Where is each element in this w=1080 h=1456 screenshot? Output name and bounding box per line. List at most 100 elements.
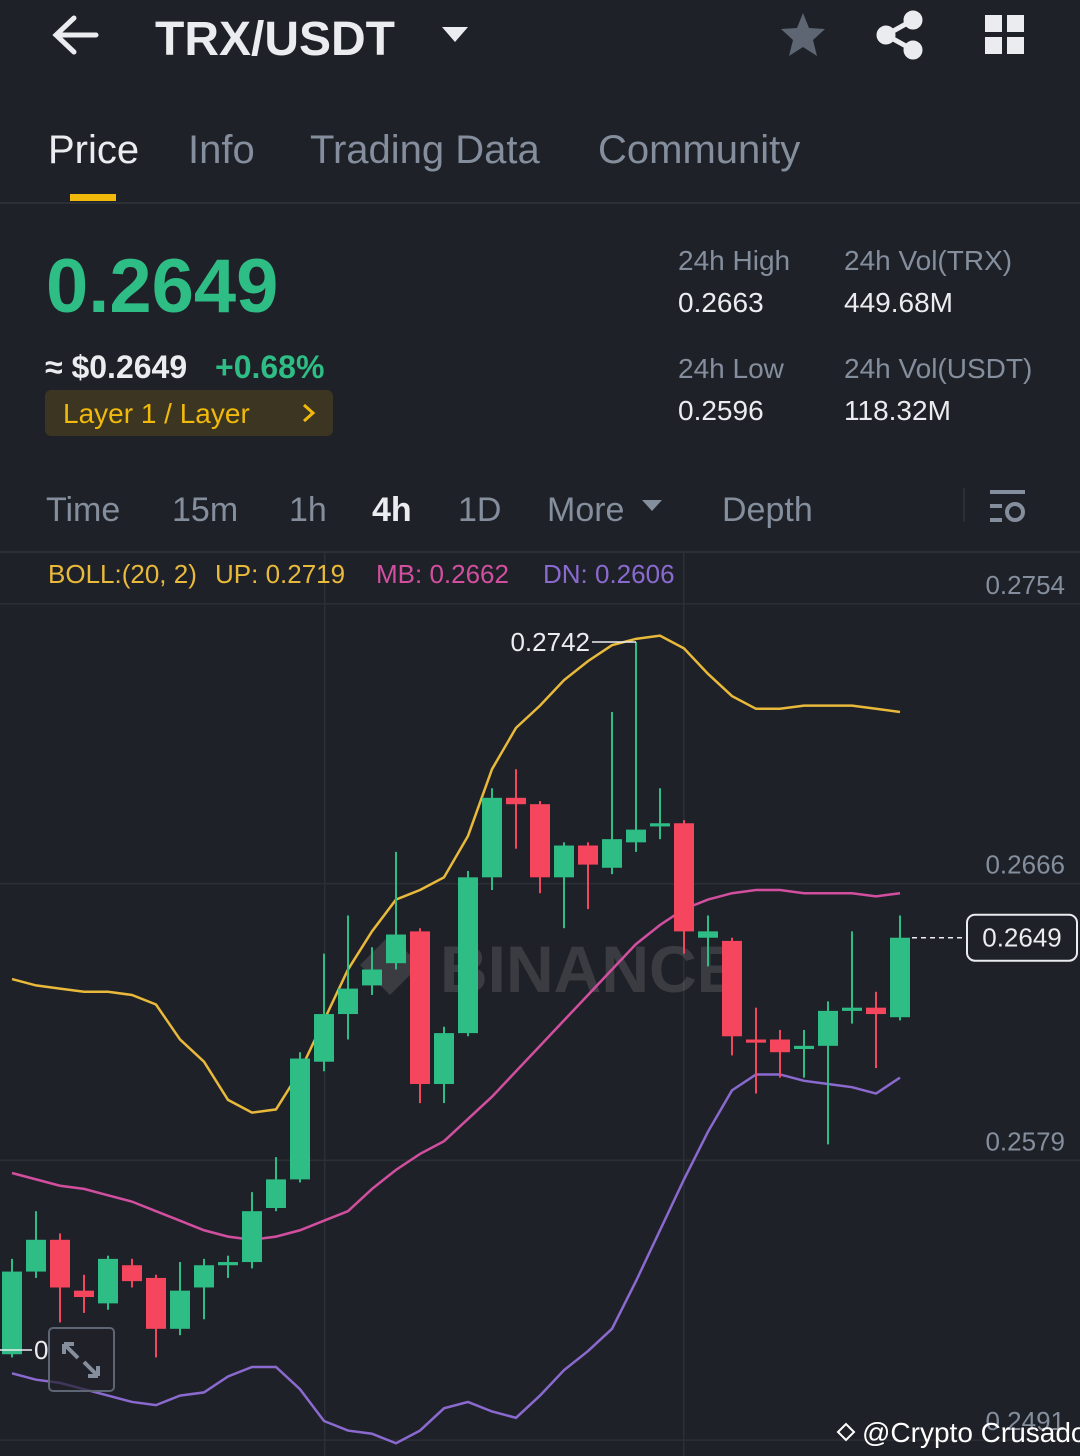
tag-chip[interactable] [45,390,333,436]
candle-body [578,845,598,865]
candle-body [242,1211,262,1263]
separator [963,488,965,522]
candle-body [698,931,718,938]
band-line [11,1073,901,1445]
candle-body [842,1007,862,1011]
candle-body [338,988,358,1015]
annotation: 0.2742 [510,627,590,657]
candle-body [122,1265,142,1282]
interval[interactable]: Time [46,491,120,529]
candle-body [386,934,406,964]
v-grid [683,553,685,1456]
stat-label: 24h High [678,245,790,276]
y-tick-label: 0.2754 [985,570,1065,600]
expand-icon [62,1342,100,1378]
interval[interactable]: 1D [458,491,501,529]
chart: BINANCE 0.2754 0.2666 0.2579 0.2491 BOLL:(20… [0,553,1080,1456]
legend-item: UP: 0.2719 [215,559,345,589]
pair-caret[interactable] [442,27,468,42]
change: +0.68% [215,349,324,385]
candle-body [506,797,526,805]
candle-body [770,1039,790,1053]
candle-body [674,823,694,932]
tag-text[interactable]: Layer 1 / Layer [63,398,250,429]
candle-body [434,1033,454,1084]
back-button[interactable] [52,15,99,55]
band-line [11,888,901,1242]
settings-icon[interactable] [990,490,1025,522]
last-price-label: 0.2649 [982,923,1062,953]
candle-body [626,829,646,843]
interval[interactable]: Depth [722,491,813,529]
layout-icon[interactable] [985,15,1024,54]
expand-button[interactable] [48,1327,115,1392]
candle-body [554,845,574,878]
candle-body [314,1014,334,1062]
candle-body [818,1010,838,1046]
stat-value: 118.32M [844,395,951,426]
credit-icon [836,1422,856,1442]
y-tick-label: 0.2491 [985,1406,1065,1436]
divider [0,551,1080,553]
last-price: 0.2649 [46,244,278,329]
stat-value: 0.2596 [678,395,764,426]
candle-body [746,1039,766,1043]
interval[interactable]: More [547,491,624,529]
share-icon[interactable] [876,10,923,60]
candle-body [50,1239,70,1288]
pair-title[interactable]: TRX/USDT [155,13,395,66]
candle-body [722,940,742,1037]
candle-body [602,839,622,868]
watermark-text: BINANCE [440,932,741,1006]
candle-body [2,1271,22,1355]
legend-item: MB: 0.2662 [376,559,509,589]
candle-body [26,1239,46,1272]
candle-body [98,1258,118,1304]
y-tick-label: 0.2666 [985,850,1065,880]
candle-body [530,804,550,878]
more-caret [642,500,662,511]
favorite-icon[interactable] [781,13,825,56]
tab[interactable]: Info [188,128,255,172]
tab[interactable]: Trading Data [310,128,541,172]
interval[interactable]: 4h [372,491,412,529]
stat-label: 24h Low [678,353,785,384]
candle-body [794,1045,814,1050]
candle-body [482,797,502,878]
candle-body [290,1058,310,1180]
candle-body [362,969,382,986]
candle-body [410,931,430,1084]
last-price-box [966,913,1078,962]
interval[interactable]: 1h [289,491,327,529]
stat-label: 24h Vol(TRX) [844,245,1012,276]
divider [0,202,1080,204]
legend-item: DN: 0.2606 [543,559,675,589]
candle-body [650,823,670,827]
candle-body [890,937,910,1018]
legend-item: BOLL:(20, 2) [48,559,197,589]
tab[interactable]: Price [48,128,139,172]
candle-body [170,1290,190,1329]
band-line [11,634,901,1114]
stat-label: 24h Vol(USDT) [844,353,1032,384]
low-label: 0 [34,1335,48,1365]
candle-body [866,1007,886,1015]
stat-value: 0.2663 [678,287,764,318]
overlay: @Crypto Crusador [48,1327,1080,1448]
candle-body [266,1179,286,1208]
candle-body [74,1290,94,1298]
credit: @Crypto Crusador [862,1417,1080,1448]
tab[interactable]: Community [598,128,800,172]
candle-body [218,1262,238,1266]
candle-body [458,877,478,1034]
stat-value: 449.68M [844,287,953,318]
candle-body [194,1265,214,1288]
candle-body [146,1277,166,1329]
tab-indicator [70,194,116,201]
y-tick-label: 0.2579 [985,1126,1065,1156]
interval[interactable]: 15m [172,491,238,529]
chevron [303,403,316,423]
